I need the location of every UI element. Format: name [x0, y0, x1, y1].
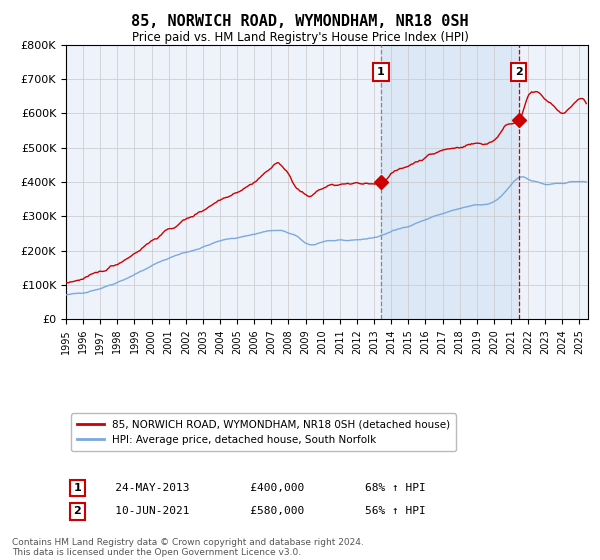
Text: 2: 2	[515, 67, 523, 77]
Text: Price paid vs. HM Land Registry's House Price Index (HPI): Price paid vs. HM Land Registry's House …	[131, 31, 469, 44]
Text: 10-JUN-2021         £580,000         56% ↑ HPI: 10-JUN-2021 £580,000 56% ↑ HPI	[95, 506, 425, 516]
Text: 24-MAY-2013         £400,000         68% ↑ HPI: 24-MAY-2013 £400,000 68% ↑ HPI	[95, 483, 425, 493]
Text: 1: 1	[377, 67, 385, 77]
Legend: 85, NORWICH ROAD, WYMONDHAM, NR18 0SH (detached house), HPI: Average price, deta: 85, NORWICH ROAD, WYMONDHAM, NR18 0SH (d…	[71, 413, 456, 451]
Bar	[381, 45, 518, 319]
Text: 85, NORWICH ROAD, WYMONDHAM, NR18 0SH: 85, NORWICH ROAD, WYMONDHAM, NR18 0SH	[131, 14, 469, 29]
Text: Contains HM Land Registry data © Crown copyright and database right 2024.
This d: Contains HM Land Registry data © Crown c…	[12, 538, 364, 557]
Text: 2: 2	[74, 506, 82, 516]
Text: 1: 1	[74, 483, 82, 493]
